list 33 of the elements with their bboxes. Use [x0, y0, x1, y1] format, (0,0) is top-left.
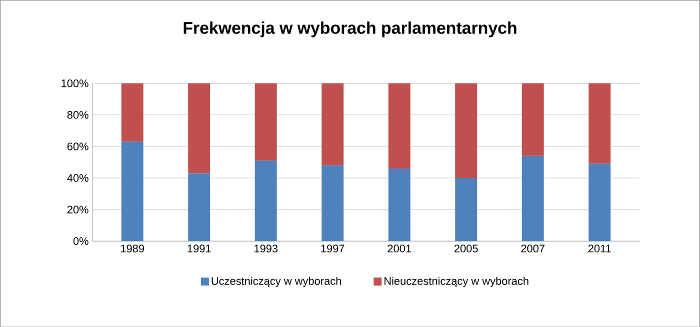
bar: [188, 83, 210, 174]
bar: [455, 178, 478, 241]
bar: [188, 173, 210, 241]
bar: [388, 168, 410, 241]
x-tick-label: 1989: [121, 244, 144, 252]
y-tick-label: 0%: [73, 237, 88, 245]
bar: [588, 83, 611, 164]
x-tick-label: 2011: [588, 244, 611, 252]
bar: [388, 83, 410, 168]
bar: [121, 141, 144, 241]
y-tick-label: 40%: [67, 174, 88, 182]
bar: [455, 83, 478, 178]
bar: [522, 83, 544, 156]
bar: [121, 83, 144, 142]
legend-label: Nieuczestniczący w wyborach: [384, 276, 528, 287]
chart-title: Frekwencja w wyborach parlamentarnych: [184, 21, 516, 38]
bar: [522, 156, 544, 241]
x-tick-label: 1991: [188, 244, 211, 252]
y-tick-label: 80%: [67, 110, 88, 119]
bar: [322, 83, 344, 166]
x-tick-label: 2001: [388, 244, 411, 252]
bar: [588, 164, 611, 241]
x-tick-label: 2005: [454, 244, 478, 252]
x-tick-label: 1997: [321, 244, 344, 252]
bar: [254, 160, 277, 241]
x-tick-label: 2007: [521, 244, 544, 252]
y-tick-label: 100%: [62, 79, 88, 87]
legend-label: Uczestniczący w wyborach: [212, 276, 341, 287]
y-tick-label: 20%: [67, 205, 88, 214]
y-tick-label: 60%: [67, 142, 88, 150]
x-tick-label: 1993: [254, 244, 278, 252]
bar: [254, 83, 277, 160]
bar: [322, 165, 344, 241]
